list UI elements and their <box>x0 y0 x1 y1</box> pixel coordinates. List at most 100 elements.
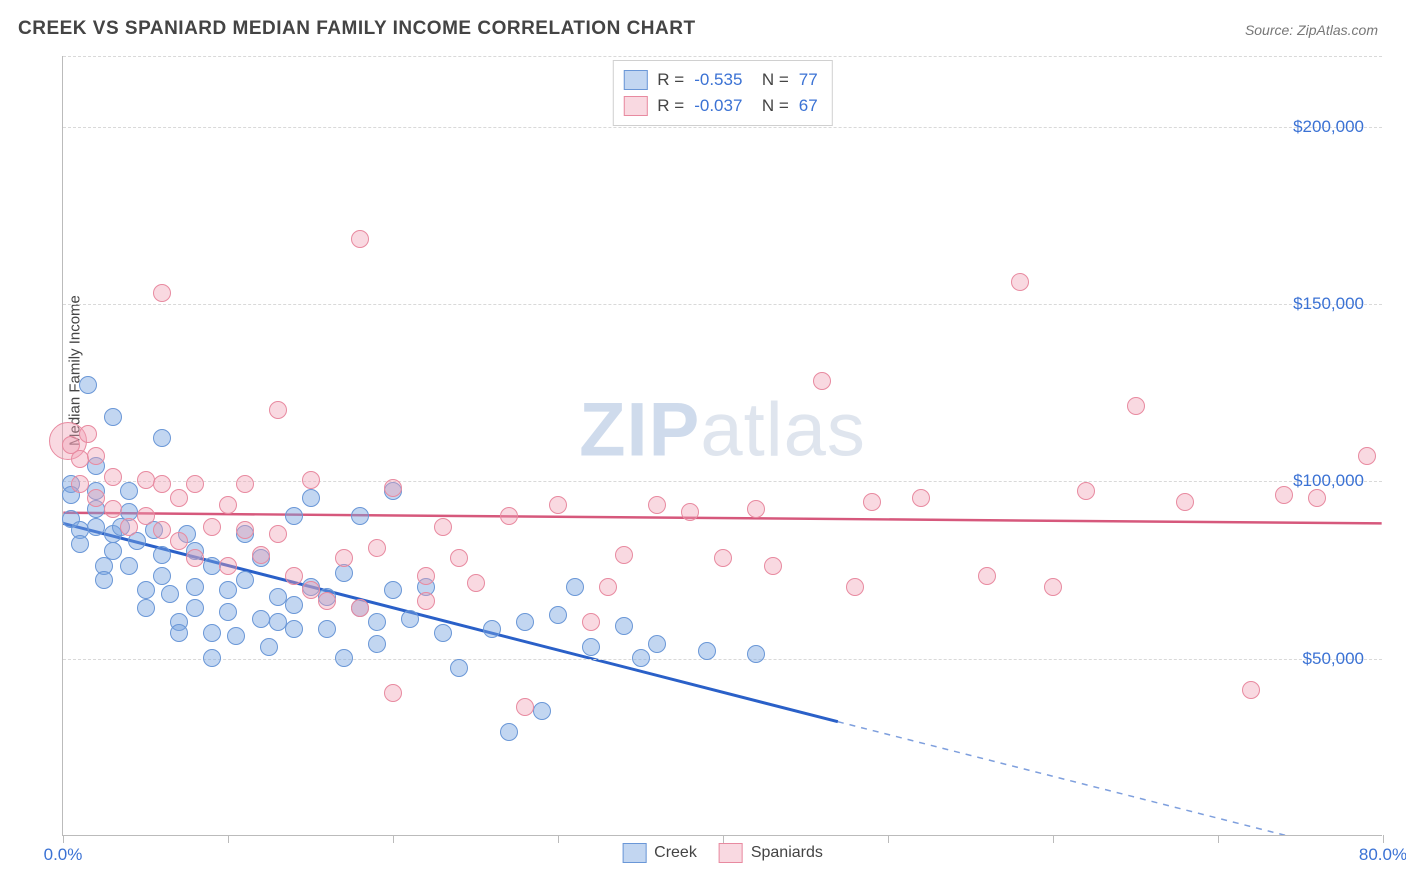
swatch-pink <box>719 843 743 863</box>
data-point-creek <box>227 627 245 645</box>
data-point-creek <box>203 649 221 667</box>
data-point-spaniards <box>318 592 336 610</box>
data-point-spaniards <box>681 503 699 521</box>
data-point-creek <box>137 599 155 617</box>
data-point-spaniards <box>1044 578 1062 596</box>
r-label: R = <box>657 70 684 90</box>
xtick <box>1383 835 1384 843</box>
data-point-spaniards <box>104 500 122 518</box>
data-point-spaniards <box>269 401 287 419</box>
data-point-creek <box>170 624 188 642</box>
data-point-creek <box>203 557 221 575</box>
data-point-spaniards <box>912 489 930 507</box>
xtick <box>558 835 559 843</box>
data-point-spaniards <box>137 507 155 525</box>
gridline-h <box>63 127 1382 128</box>
data-point-creek <box>153 429 171 447</box>
data-point-spaniards <box>335 549 353 567</box>
data-point-creek <box>186 578 204 596</box>
data-point-creek <box>632 649 650 667</box>
trend-line-spaniards <box>63 513 1381 524</box>
n-value-creek: 77 <box>799 70 818 90</box>
data-point-spaniards <box>813 372 831 390</box>
corr-row-creek: R = -0.535 N = 77 <box>623 67 817 93</box>
data-point-spaniards <box>71 450 89 468</box>
data-point-spaniards <box>153 284 171 302</box>
chart-title: CREEK VS SPANIARD MEDIAN FAMILY INCOME C… <box>18 18 696 40</box>
xtick-label: 0.0% <box>44 845 83 865</box>
xtick <box>63 835 64 843</box>
data-point-creek <box>401 610 419 628</box>
trend-line-creek-dashed <box>838 722 1382 835</box>
data-point-spaniards <box>104 468 122 486</box>
data-point-spaniards <box>285 567 303 585</box>
gridline-h <box>63 304 1382 305</box>
watermark: ZIPatlas <box>579 386 866 473</box>
data-point-spaniards <box>1077 482 1095 500</box>
data-point-spaniards <box>846 578 864 596</box>
xtick <box>1218 835 1219 843</box>
data-point-spaniards <box>384 684 402 702</box>
data-point-creek <box>95 571 113 589</box>
data-point-spaniards <box>582 613 600 631</box>
data-point-spaniards <box>236 475 254 493</box>
gridline-h <box>63 56 1382 57</box>
data-point-creek <box>285 620 303 638</box>
data-point-spaniards <box>351 230 369 248</box>
series-legend: Creek Spaniards <box>622 843 823 863</box>
data-point-creek <box>236 571 254 589</box>
data-point-spaniards <box>302 471 320 489</box>
source-label: Source: ZipAtlas.com <box>1245 22 1378 38</box>
data-point-creek <box>260 638 278 656</box>
data-point-creek <box>434 624 452 642</box>
data-point-creek <box>186 599 204 617</box>
ytick-label: $150,000 <box>1293 294 1364 314</box>
data-point-creek <box>219 603 237 621</box>
data-point-spaniards <box>79 425 97 443</box>
r-label: R = <box>657 96 684 116</box>
data-point-creek <box>219 581 237 599</box>
data-point-spaniards <box>170 532 188 550</box>
data-point-spaniards <box>747 500 765 518</box>
swatch-blue <box>622 843 646 863</box>
data-point-creek <box>368 613 386 631</box>
data-point-creek <box>648 635 666 653</box>
n-value-span: 67 <box>799 96 818 116</box>
data-point-creek <box>335 649 353 667</box>
data-point-spaniards <box>599 578 617 596</box>
data-point-spaniards <box>186 549 204 567</box>
data-point-spaniards <box>120 518 138 536</box>
data-point-creek <box>615 617 633 635</box>
data-point-spaniards <box>384 479 402 497</box>
data-point-spaniards <box>648 496 666 514</box>
data-point-spaniards <box>302 581 320 599</box>
data-point-spaniards <box>764 557 782 575</box>
data-point-creek <box>533 702 551 720</box>
data-point-creek <box>153 567 171 585</box>
data-point-spaniards <box>863 493 881 511</box>
data-point-spaniards <box>186 475 204 493</box>
xtick <box>228 835 229 843</box>
data-point-spaniards <box>714 549 732 567</box>
data-point-spaniards <box>615 546 633 564</box>
data-point-spaniards <box>219 496 237 514</box>
data-point-spaniards <box>137 471 155 489</box>
ytick-label: $100,000 <box>1293 471 1364 491</box>
ytick-label: $200,000 <box>1293 117 1364 137</box>
data-point-spaniards <box>1011 273 1029 291</box>
data-point-creek <box>483 620 501 638</box>
data-point-spaniards <box>219 557 237 575</box>
ytick-label: $50,000 <box>1303 649 1364 669</box>
data-point-spaniards <box>153 475 171 493</box>
n-label: N = <box>752 96 788 116</box>
gridline-h <box>63 481 1382 482</box>
watermark-zip: ZIP <box>579 387 700 472</box>
data-point-creek <box>87 518 105 536</box>
data-point-spaniards <box>203 518 221 536</box>
data-point-spaniards <box>450 549 468 567</box>
data-point-spaniards <box>467 574 485 592</box>
data-point-spaniards <box>549 496 567 514</box>
data-point-creek <box>269 588 287 606</box>
data-point-creek <box>120 482 138 500</box>
data-point-creek <box>318 620 336 638</box>
